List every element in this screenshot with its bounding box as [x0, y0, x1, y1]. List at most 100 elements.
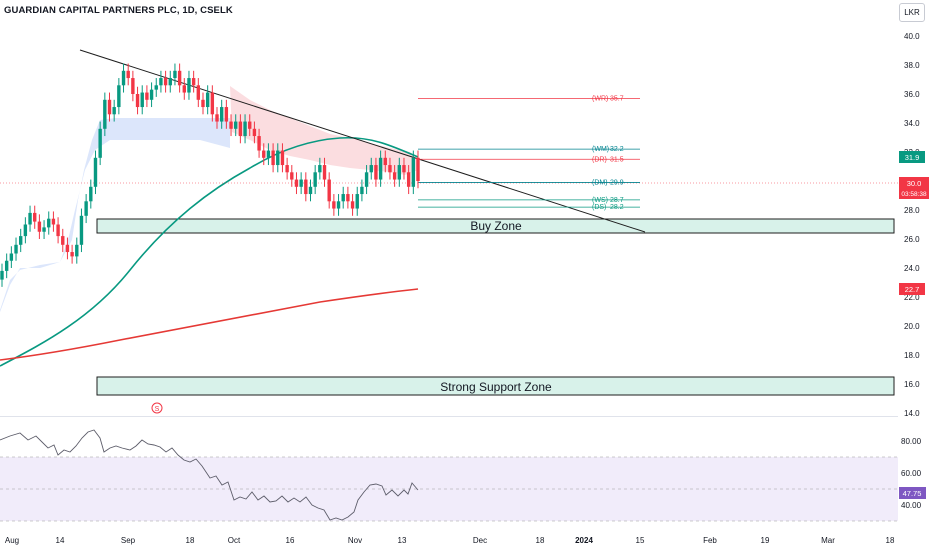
candle-body [262, 150, 266, 158]
last-price-badge [899, 151, 925, 163]
candle-body [266, 150, 271, 158]
candle-body [117, 85, 121, 108]
candle-body [4, 260, 9, 271]
price-axis[interactable]: 40.038.036.034.032.030.028.026.024.022.0… [899, 32, 929, 418]
candle-body [336, 201, 341, 209]
event-marker-circle[interactable] [151, 402, 163, 414]
rsi-value-label: 47.75 [903, 489, 922, 498]
candle-body [0, 270, 4, 280]
time-tick: 18 [886, 536, 895, 545]
candle-body [126, 70, 130, 79]
candle-body [248, 121, 252, 129]
candle-body [177, 70, 182, 86]
candle-body [215, 114, 219, 122]
candle-body [9, 253, 14, 261]
candle-body [210, 92, 215, 115]
time-tick: 19 [761, 536, 770, 545]
pivot-value: 32.2 [610, 146, 624, 153]
candle-body [406, 172, 411, 187]
time-tick: Sep [121, 536, 136, 545]
countdown-label: 03:58:38 [901, 191, 927, 198]
candle-body [47, 218, 51, 228]
candle-body [56, 224, 60, 237]
candle-body [290, 172, 294, 180]
price-tick: 18.0 [904, 351, 920, 360]
candle-body [89, 186, 93, 202]
candle-body [322, 165, 327, 180]
candle-body [135, 94, 140, 108]
candle-body [149, 89, 154, 100]
time-tick: Oct [228, 536, 241, 545]
rsi-axis[interactable]: 80.00 60.00 40.00 47.75 [899, 437, 926, 510]
candle-body [238, 121, 243, 137]
rsi-tick: 60.00 [901, 469, 922, 478]
pivot-value: 31.5 [610, 156, 624, 163]
event-marker-label: S [155, 406, 160, 413]
price-tick: 14.0 [904, 409, 920, 418]
candle-body [271, 150, 275, 166]
candle-body [252, 128, 257, 137]
candle-body [23, 224, 28, 237]
candle-body [234, 121, 238, 129]
price-tick: 34.0 [904, 119, 920, 128]
cloud-band-red [230, 86, 418, 175]
price-tick: 24.0 [904, 264, 920, 273]
candle-body [224, 107, 229, 122]
pane-splitter[interactable] [0, 416, 898, 417]
candle-body [28, 212, 32, 225]
time-tick: 15 [636, 536, 645, 545]
time-tick: Feb [703, 536, 717, 545]
price-tick: 40.0 [904, 32, 920, 41]
symbol-title[interactable]: GUARDIAN CAPITAL PARTNERS PLC, 1D, CSELK [4, 5, 233, 16]
time-tick: 18 [536, 536, 545, 545]
candle-body [173, 70, 177, 79]
ma-badge [899, 283, 925, 295]
pivot-levels: (WR) 35.7 (WM) 32.2(DR) 31.5 (DM) 29.9 (WS) 28.7… [418, 95, 640, 211]
trendline[interactable] [79, 49, 646, 233]
candle-body [121, 70, 126, 86]
buy-zone-label: Buy Zone [470, 219, 522, 233]
candle-body [191, 78, 196, 86]
strong-support-zone[interactable] [96, 376, 895, 396]
buy-zone[interactable] [96, 218, 895, 234]
candle-body [159, 78, 163, 86]
pivot-value: 28.2 [610, 204, 624, 211]
candle-body [383, 157, 387, 166]
price-tick: 36.0 [904, 90, 920, 99]
candle-body [397, 165, 402, 180]
candle-body [243, 121, 247, 137]
candle-body [332, 201, 336, 209]
candle-body [257, 136, 261, 151]
candle-body [369, 165, 373, 173]
candle-body [285, 165, 289, 173]
candle-body [75, 244, 79, 257]
candle-body [79, 215, 84, 245]
candle-body [355, 194, 359, 209]
candle-body [84, 201, 88, 216]
price-tick: 26.0 [904, 235, 920, 244]
candle-body [51, 218, 56, 225]
support-zone-label: Strong Support Zone [440, 380, 552, 394]
time-axis[interactable]: Aug 14 Sep 18 Oct 16 Nov 13 Dec 18 2024 15 Feb 19 Mar 1… [5, 536, 895, 545]
candle-body [98, 128, 102, 158]
pivot-tag: (WS) [592, 197, 608, 204]
candle-body [201, 99, 205, 108]
candle-body [154, 85, 158, 90]
price-tick: 16.0 [904, 380, 920, 389]
sma-red-line [0, 288, 419, 361]
currency-selector[interactable]: LKR [899, 3, 925, 22]
pivot-value: 28.7 [610, 197, 624, 204]
pivot-tag: (DS) [592, 204, 606, 211]
candle-body [14, 244, 18, 254]
candle-body [374, 165, 378, 180]
candle-body [416, 157, 420, 181]
candle-body [364, 172, 369, 187]
candle-body [229, 121, 233, 129]
candle-body [299, 179, 303, 187]
candle-body [341, 194, 345, 202]
candle-body [378, 157, 383, 180]
candle-body [304, 179, 308, 195]
pivot-tag: (WR) [592, 95, 608, 102]
time-tick: Aug [5, 536, 19, 545]
